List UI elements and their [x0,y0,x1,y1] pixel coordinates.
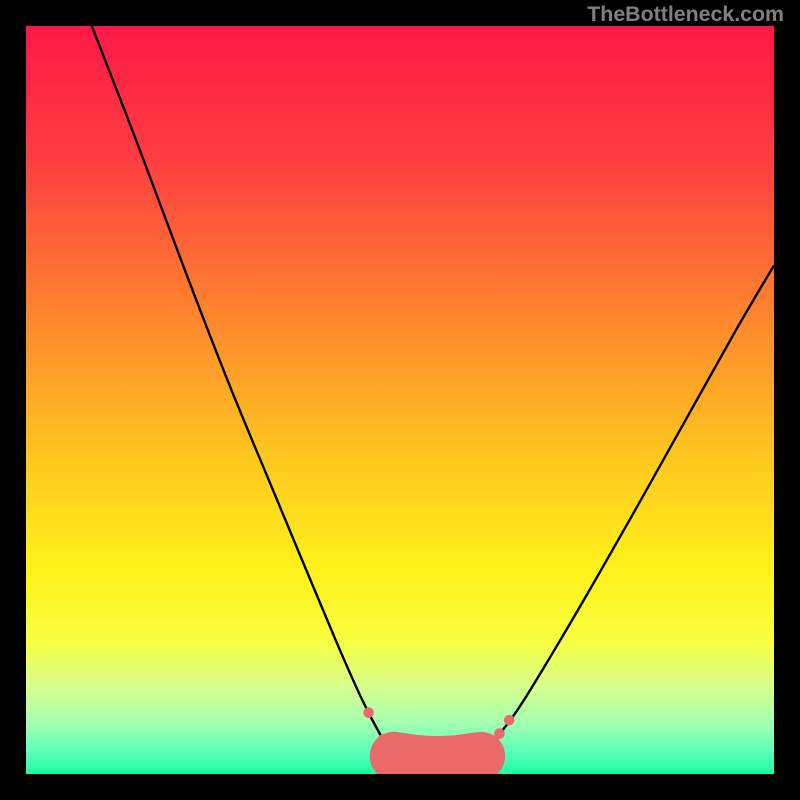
chart-frame: TheBottleneck.com [0,0,800,800]
data-marker [386,747,397,758]
data-marker [494,728,505,739]
bottleneck-chart [0,0,800,800]
chart-background [26,26,774,774]
data-marker [504,715,515,726]
data-marker [377,734,388,745]
watermark-text: TheBottleneck.com [587,2,784,27]
data-marker [479,746,490,757]
optimal-region-band [394,756,481,760]
data-marker [363,707,374,718]
